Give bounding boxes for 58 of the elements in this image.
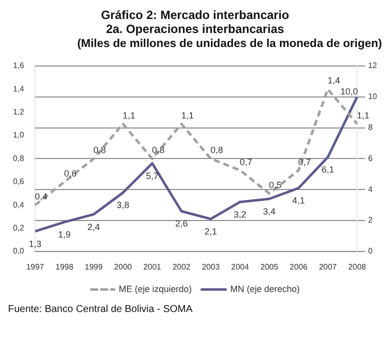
data-label: 1,1 bbox=[122, 110, 136, 120]
x-tick-label: 2007 bbox=[318, 262, 338, 272]
y-tick-label: 0,4 bbox=[12, 200, 25, 210]
data-label: 0,8 bbox=[152, 145, 164, 156]
y2-tick-label: 10 bbox=[368, 92, 378, 102]
x-tick-label: 2008 bbox=[348, 262, 367, 272]
data-label: 0,4 bbox=[34, 192, 48, 202]
data-label: 1,1 bbox=[181, 110, 194, 120]
y2-tick-label: 0 bbox=[368, 246, 374, 256]
y-tick-label: 0,6 bbox=[12, 177, 25, 186]
data-label: 4,1 bbox=[292, 196, 305, 206]
data-label: 0,8 bbox=[210, 145, 224, 156]
data-label: 1,1 bbox=[356, 110, 370, 120]
x-tick-label: 1997 bbox=[26, 262, 45, 272]
data-label: 2,1 bbox=[204, 226, 218, 236]
chart-subtitle: 2a. Operaciones interbancarias bbox=[104, 22, 286, 36]
legend-label: MN (eje derecho) bbox=[230, 284, 300, 294]
y-tick-label: 1,6 bbox=[12, 61, 25, 70]
x-tick-label: 2006 bbox=[290, 262, 308, 272]
data-label: 0,8 bbox=[93, 145, 106, 156]
y2-tick-label: 12 bbox=[368, 61, 378, 70]
data-label: 1,4 bbox=[328, 76, 340, 86]
x-tick-label: 2003 bbox=[202, 262, 220, 272]
y-tick-label: 0,2 bbox=[12, 223, 25, 232]
data-label: 0,7 bbox=[240, 156, 252, 167]
text: (Miles de millones de unidades de la moneda de origen) bbox=[76, 37, 382, 52]
data-label: 0,5 bbox=[269, 180, 282, 190]
data-label: 0,7 bbox=[298, 156, 311, 167]
x-tick-label: 2001 bbox=[143, 262, 162, 272]
data-label: 3,2 bbox=[234, 209, 246, 220]
data-label: 2,4 bbox=[87, 222, 100, 232]
x-tick-label: 1999 bbox=[84, 262, 104, 272]
y2-tick-label: 4 bbox=[368, 184, 374, 194]
y2-tick-label: 8 bbox=[368, 123, 374, 132]
y-tick-label: 0,0 bbox=[12, 246, 25, 256]
y-tick-label: 1,2 bbox=[12, 108, 25, 117]
x-tick-label: 2002 bbox=[172, 262, 191, 272]
legend-label: ME (eje izquierdo) bbox=[118, 284, 192, 294]
data-label: 1,9 bbox=[58, 230, 71, 240]
x-tick-label: 2004 bbox=[231, 262, 250, 272]
y-tick-label: 1,4 bbox=[12, 84, 25, 94]
y-tick-label: 0,8 bbox=[12, 154, 25, 163]
data-label: 3,8 bbox=[116, 200, 130, 210]
data-label: 3,4 bbox=[263, 206, 276, 216]
data-label: 10,0 bbox=[340, 86, 358, 96]
y2-tick-label: 2 bbox=[368, 216, 374, 225]
chart-title: Gráfico 2: Mercado interbancario bbox=[100, 8, 290, 22]
data-label: 2,6 bbox=[175, 218, 188, 229]
x-tick-label: 1998 bbox=[55, 262, 74, 272]
data-label: 1,3 bbox=[28, 238, 42, 249]
x-tick-label: 2000 bbox=[114, 262, 132, 272]
data-label: 5,7 bbox=[146, 170, 158, 181]
x-tick-label: 2005 bbox=[260, 262, 279, 272]
data-label: 0,6 bbox=[64, 168, 77, 178]
source-note: Fuente: Banco Central de Bolivia - SOMA bbox=[8, 304, 194, 316]
y2-tick-label: 6 bbox=[368, 154, 374, 163]
data-label: 6,1 bbox=[322, 164, 334, 175]
y-tick-label: 1,0 bbox=[12, 130, 25, 140]
